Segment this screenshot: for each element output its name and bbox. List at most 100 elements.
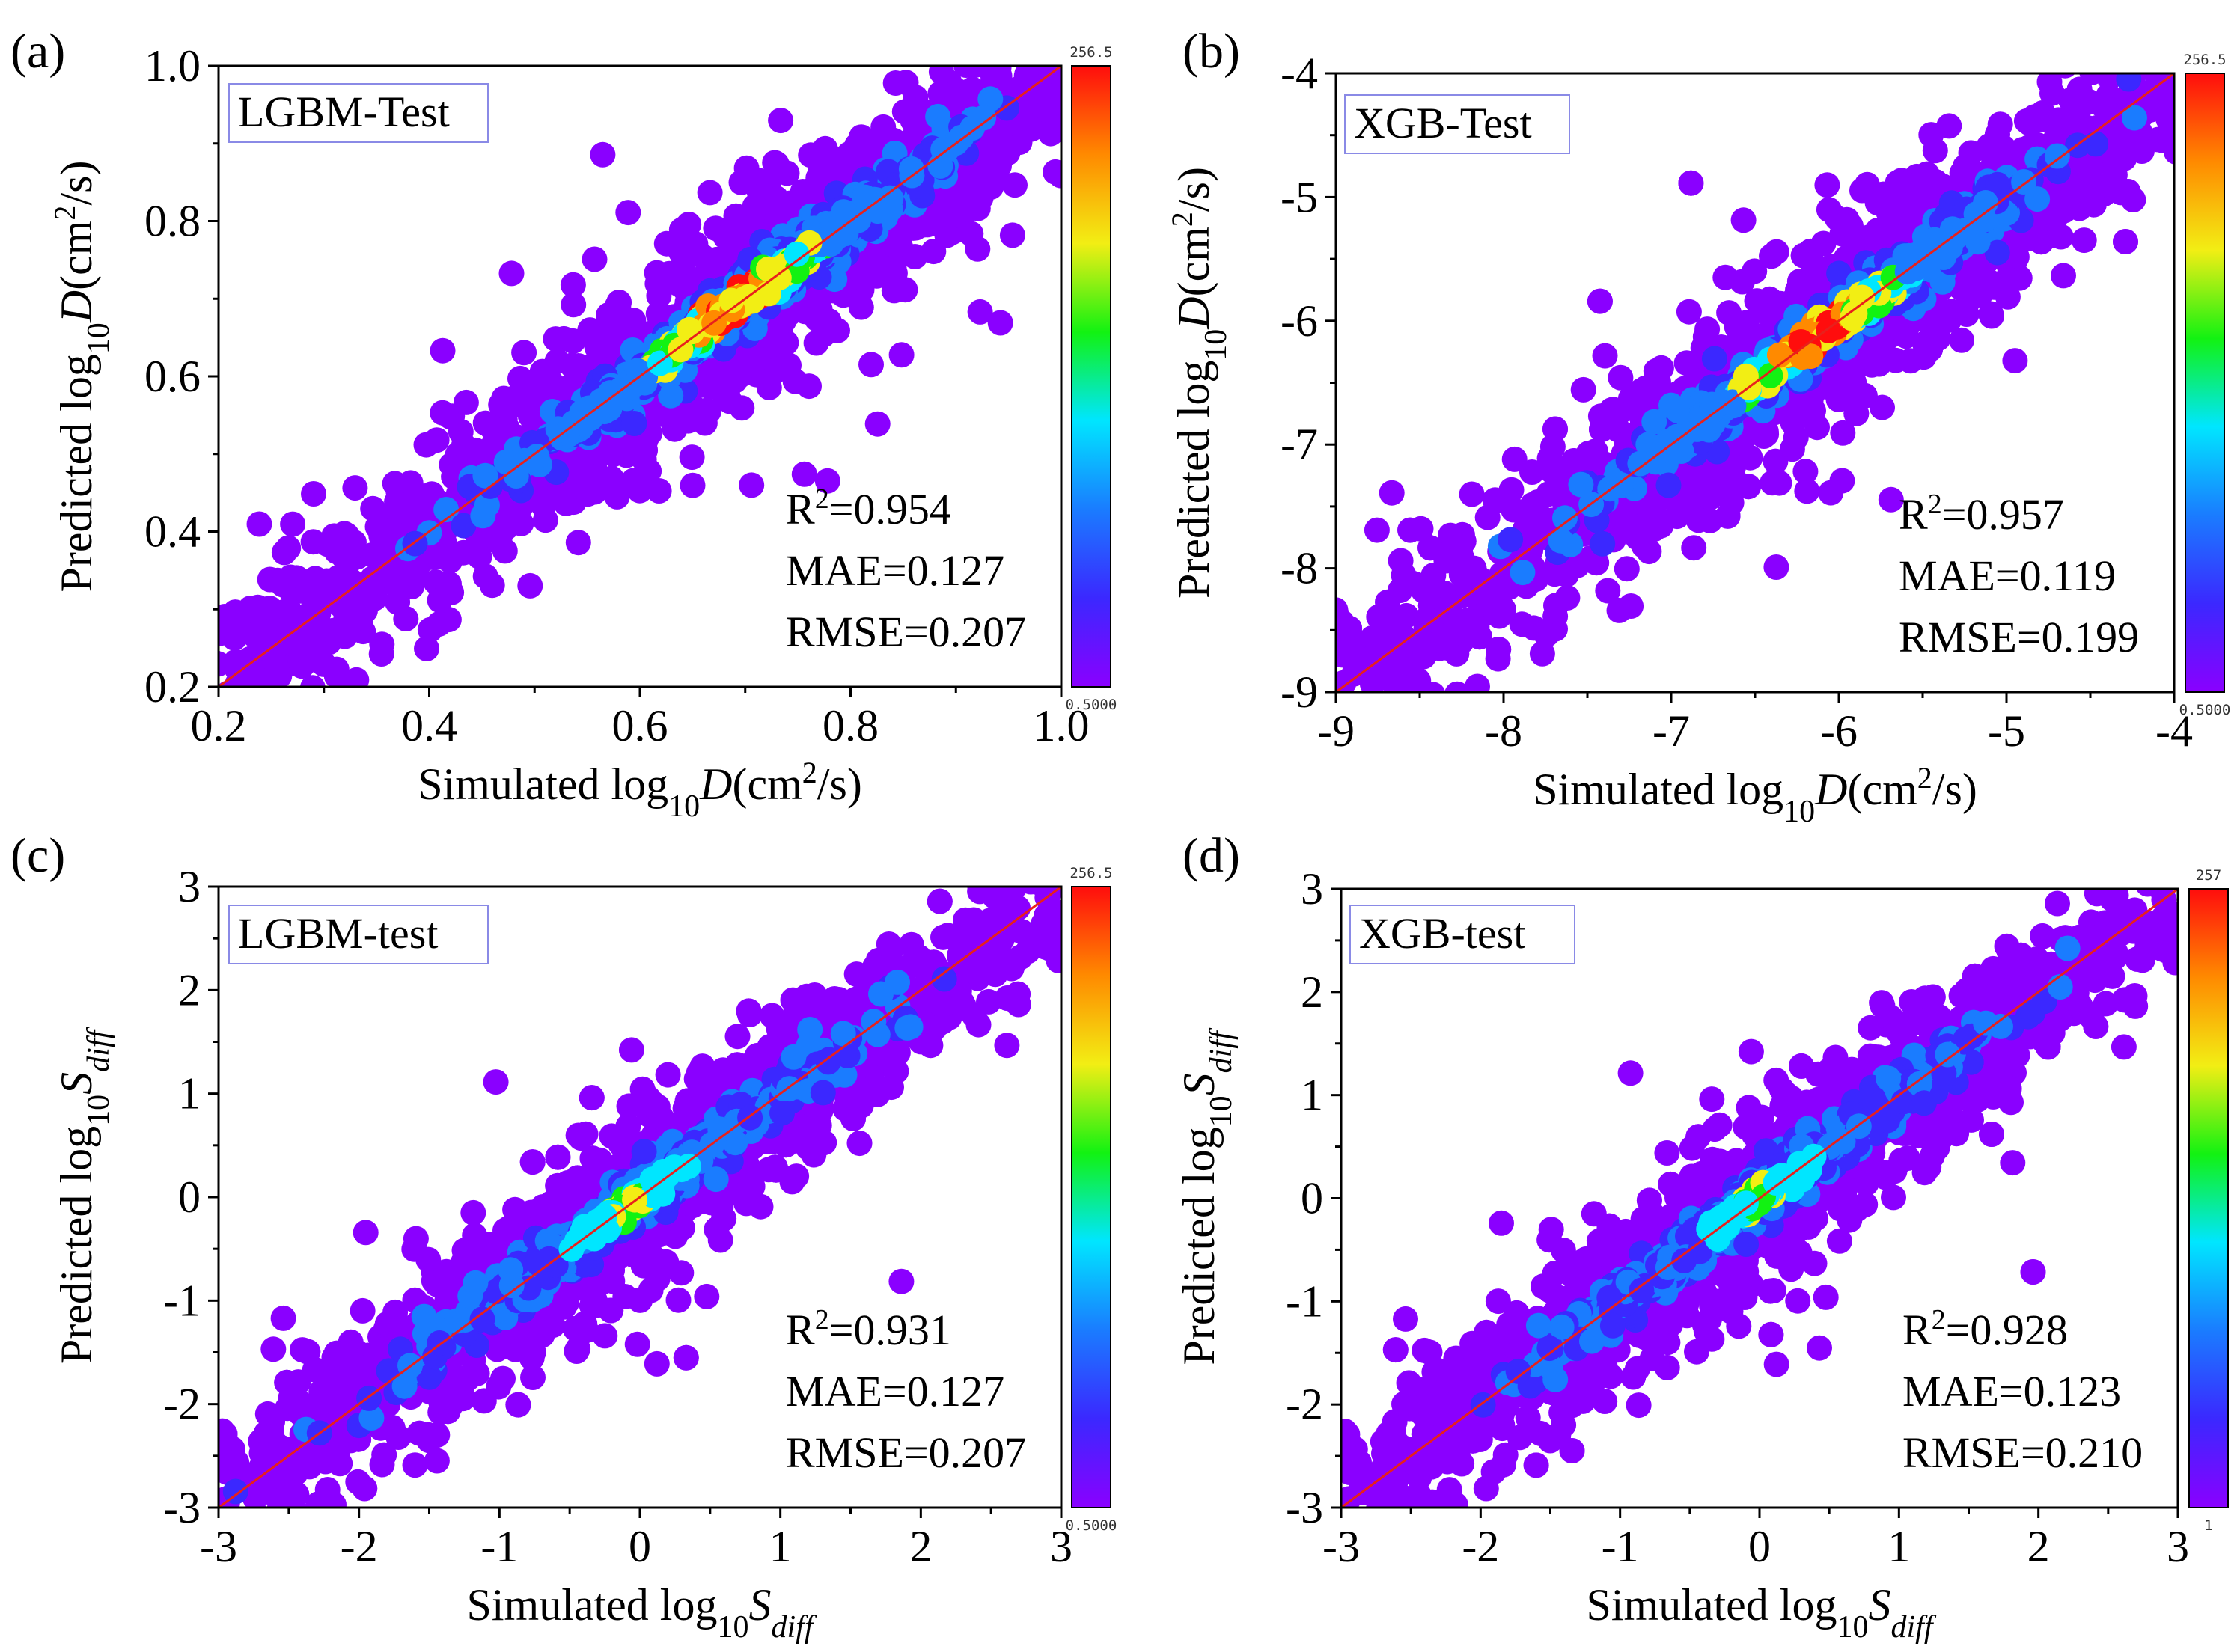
scatter-point [1608, 364, 1634, 391]
scatter-point [510, 370, 536, 397]
scatter-point [1337, 615, 1363, 641]
scatter-point [1543, 593, 1569, 619]
scatter-point [1878, 486, 1904, 513]
y-tick-label: -4 [1281, 49, 1318, 98]
scatter-point [1681, 535, 1707, 561]
scatter-point [252, 698, 278, 723]
scatter-point [1701, 346, 1727, 372]
scatter-point [2116, 73, 2142, 92]
scatter-point [397, 568, 423, 593]
mae-metric: MAE=0.127 [786, 546, 1004, 595]
scatter-point [1448, 710, 1474, 735]
reference-line [218, 64, 1062, 688]
scatter-point [1101, 22, 1126, 47]
scatter-point [858, 352, 884, 378]
scatter-point [1759, 243, 1784, 269]
scatter-point [498, 260, 525, 287]
scatter-point [1401, 571, 1427, 597]
scatter-point [646, 283, 672, 309]
scatter-point [1632, 379, 1658, 406]
colorbar-min-label: 0.5000 [1066, 697, 1117, 713]
scatter-point [1379, 480, 1405, 506]
x-tick-label: 0.8 [823, 701, 879, 750]
scatter-point [992, 35, 1018, 61]
scatter-point [1639, 491, 1665, 516]
scatter-point [882, 70, 909, 96]
scatter-point [1906, 0, 1932, 19]
scatter-point [342, 475, 368, 501]
scatter-point [2051, 263, 2076, 289]
scatter-point [1870, 181, 1896, 207]
scatter-point [2113, 36, 2138, 61]
scatter-point [928, 66, 954, 85]
x-tick-label: -4 [2155, 706, 2193, 756]
scatter-point [1536, 445, 1563, 471]
scatter-point [582, 246, 608, 272]
scatter-point [1568, 471, 1594, 498]
y-tick-label: -7 [1281, 420, 1318, 469]
scatter-point [188, 620, 213, 646]
scatter-point [1444, 681, 1470, 692]
scatter-point [1510, 560, 1536, 586]
scatter-point [1676, 299, 1702, 325]
scatter-point [844, 132, 870, 159]
scatter-point [983, 66, 1009, 83]
scatter-point [369, 631, 395, 658]
scatter-point [1379, 737, 1404, 762]
rmse-metric: RMSE=0.207 [786, 608, 1026, 656]
scatter-point [1869, 394, 1895, 420]
scatter-point [301, 481, 326, 507]
scatter-point [1578, 449, 1605, 474]
scatter-point [1437, 623, 1463, 649]
scatter-point [372, 532, 398, 558]
scatter-point [1016, 93, 1043, 118]
scatter-point [330, 533, 356, 559]
scatter-point [1002, 172, 1028, 198]
scatter-point [1837, 213, 1864, 239]
x-axis-label: Simulated log10D(cm2/s) [1533, 761, 1977, 830]
scatter-point [1730, 207, 1757, 233]
scatter-point [762, 150, 788, 176]
scatter-point [1956, 258, 1983, 284]
scatter-point [2044, 143, 2070, 169]
scatter-point [1733, 363, 1759, 389]
scatter-point [658, 382, 684, 409]
scatter-point [1043, 33, 1069, 58]
y-tick-label: -6 [1281, 296, 1318, 346]
scatter-point [766, 265, 792, 291]
scatter-point [675, 408, 701, 434]
y-tick-label: -8 [1281, 544, 1318, 593]
scatter-point [882, 7, 908, 33]
scatter-point [2113, 36, 2138, 61]
y-axis-label: Predicted log10D(cm2/s) [48, 161, 117, 593]
scatter-point [262, 732, 287, 758]
scatter-point [1655, 472, 1682, 498]
scatter-point [1279, 624, 1304, 649]
colorbar [1071, 65, 1111, 688]
scatter-point [271, 539, 297, 566]
y-tick-label: 0.2 [144, 662, 201, 712]
x-tick-label: 0.2 [191, 701, 247, 750]
scatter-point [999, 28, 1025, 54]
scatter-point [1715, 503, 1741, 529]
scatter-point [604, 483, 630, 510]
scatter-point [831, 199, 857, 225]
scatter-point [1988, 143, 2014, 169]
scatter-point [768, 108, 794, 134]
scatter-point [718, 287, 745, 313]
scatter-point [1766, 342, 1792, 368]
scatter-point [965, 236, 991, 262]
scatter-point [335, 612, 361, 638]
scatter-point [1838, 387, 1864, 413]
scatter-point [1949, 327, 1974, 353]
scatter-point [508, 510, 534, 536]
x-tick-label: 0.4 [401, 701, 457, 750]
scatter-point [966, 35, 992, 61]
scatter-point [439, 579, 465, 605]
scatter-point [646, 478, 672, 504]
scatter-point [1587, 288, 1613, 314]
scatter-point [1376, 697, 1402, 722]
scatter-point [1013, 111, 1040, 138]
